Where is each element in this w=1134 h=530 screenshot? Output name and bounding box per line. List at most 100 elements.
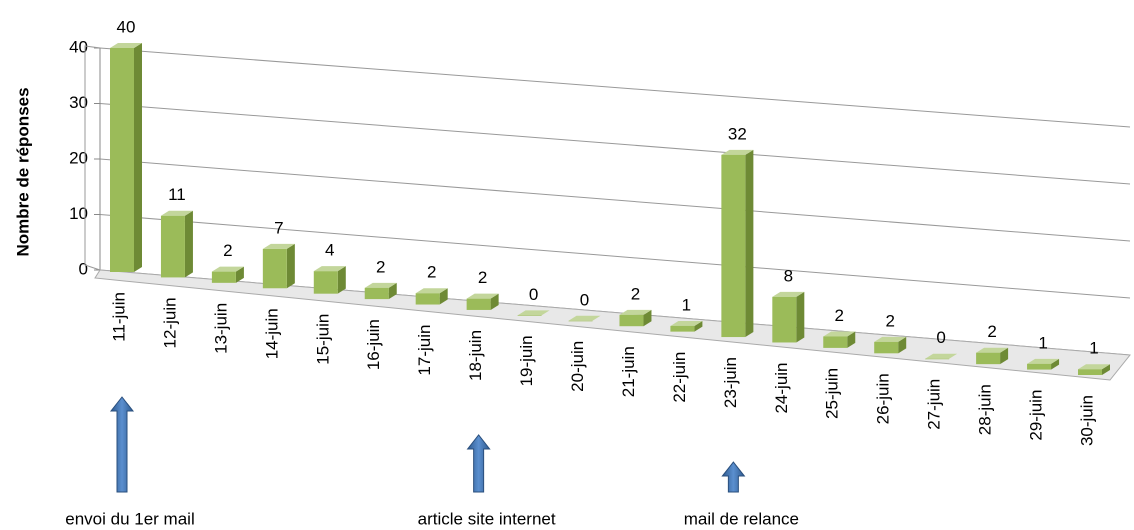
value-label: 8 [784,266,793,285]
bar [925,358,950,360]
bar-top [772,291,805,297]
x-tick-label: 29-juin [1027,390,1046,441]
arrow [721,461,746,493]
bar-side [184,210,193,278]
bar-side [643,309,652,327]
bar [313,271,338,294]
y-tick-label: 40 [69,37,88,56]
bar-top [670,320,703,326]
bar-top [110,43,142,48]
bar [1027,363,1052,370]
x-tick-label: 21-juin [619,346,638,397]
bar-top [823,331,856,337]
bar-side [235,266,244,283]
grid-line [99,103,1131,185]
x-tick-label: 30-juin [1077,395,1096,446]
value-label: 0 [936,328,945,347]
bar-top [925,353,958,359]
value-label: 1 [1038,333,1047,352]
bar [670,325,695,332]
y-tick-label: 30 [69,93,88,112]
value-label: 2 [376,257,385,276]
bar-top [1027,358,1060,364]
x-tick-label: 14-juin [262,308,281,359]
bar [823,336,848,348]
bar-top [313,266,346,272]
x-tick-label: 16-juin [364,319,383,370]
x-tick-label: 25-juin [823,368,842,419]
bar-side [847,331,856,348]
value-label: 40 [117,17,136,36]
bar-side [286,243,295,289]
value-label: 1 [1089,339,1098,358]
x-tick-label: 18-juin [466,330,485,381]
arrow [109,396,135,493]
x-tick-label: 26-juin [874,373,893,424]
bar [110,48,134,272]
x-tick-label: 19-juin [517,335,536,386]
x-tick-label: 28-juin [976,384,995,435]
bar [568,320,593,322]
x-tick-label: 12-juin [160,297,179,348]
bar [874,341,899,354]
bar [211,271,236,283]
arrow [466,434,491,493]
bar-top [721,149,754,155]
value-label: 2 [631,284,640,303]
bar-top [415,288,448,294]
bar-top [568,315,601,321]
y-tick-label: 0 [79,259,88,278]
bar-side [490,293,499,310]
bar-side [1000,347,1009,365]
x-tick-label: 22-juin [670,352,689,403]
bar-top [364,282,397,288]
x-tick-label: 13-juin [211,303,230,354]
annotation: mail de relance [684,509,799,528]
x-tick-label: 27-juin [925,379,944,430]
floor [94,269,1131,381]
bar [160,215,185,278]
value-label: 7 [274,218,283,237]
annotation: envoi du 1er mail [65,509,194,528]
bar-top [517,310,550,316]
x-tick-label: 17-juin [415,325,434,376]
bar-top [466,293,499,299]
bar [364,287,389,300]
bar-top [211,266,244,272]
bar-side [134,43,142,272]
y-axis-label: Nombre de réponses [13,87,32,256]
value-label: 0 [529,285,538,304]
bar [721,154,746,338]
value-label: 4 [325,241,334,260]
bar [1078,369,1102,375]
bar-top [976,347,1009,353]
grid-line [99,47,1131,128]
bar-side [439,288,448,305]
value-label: 2 [885,311,894,330]
x-tick-label: 24-juin [772,362,791,413]
value-label: 0 [580,290,589,309]
bar-side [1051,358,1060,370]
value-label: 2 [987,322,996,341]
annotation: article site internet [418,509,556,528]
bar-top [619,309,652,315]
bar-side [898,336,907,354]
bar [517,315,542,316]
bar [415,293,440,305]
bar-side [796,291,805,343]
x-tick-label: 15-juin [313,314,332,365]
bar-top [874,336,907,342]
value-label: 2 [478,268,487,287]
bar [262,248,287,289]
bar [976,352,1001,365]
bar [772,296,797,343]
bar [619,314,644,327]
x-tick-label: 23-juin [721,357,740,408]
x-tick-label: 11-juin [109,292,128,342]
bar-side [745,149,754,338]
value-label: 2 [835,306,844,325]
bar-top [160,210,193,216]
value-label: 2 [427,263,436,282]
bar-side [694,320,703,332]
